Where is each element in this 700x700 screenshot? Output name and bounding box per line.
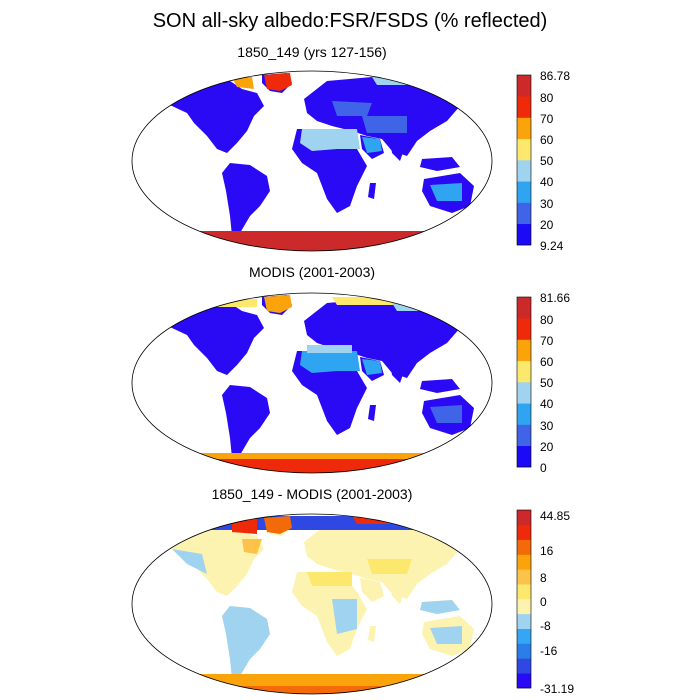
map-panel-3 [131,513,493,695]
colorbar-2-tick-label: 30 [540,419,554,433]
colorbar-swatch [517,223,531,246]
colorbar-2-tick-label: 80 [540,313,554,327]
colorbar-1 [516,74,532,246]
colorbar-swatch [517,297,531,319]
colorbar-swatch [517,539,531,555]
colorbar-2-max-label: 81.66 [540,291,571,305]
colorbar-1-tick-label: 60 [540,133,554,147]
colorbar-3 [516,509,532,689]
colorbar-swatch [517,569,531,585]
colorbar-swatch [517,339,531,362]
colorbar-swatch [517,202,531,225]
colorbar-swatch [517,643,531,659]
colorbar-1-tick-label: 30 [540,197,554,211]
panel-2-title: MODIS (2001-2003) [248,264,376,280]
colorbar-swatch [517,613,531,629]
colorbar-1-tick-label: 40 [540,175,554,189]
colorbar-3-tick-label: 8 [540,571,547,585]
colorbar-1-tick-label: 70 [540,112,554,126]
map-panel-1 [131,70,493,252]
colorbar-swatch [517,160,531,182]
panel-1-title: 1850_149 (yrs 127-156) [237,44,387,60]
colorbar-swatch [517,599,531,615]
colorbar-3-tick-label: 0 [540,595,547,609]
colorbar-swatch [517,628,531,644]
colorbar-2-tick-label: 50 [540,376,554,390]
colorbar-1-min-label: 9.24 [540,239,564,253]
colorbar-swatch [517,75,531,97]
colorbar-2-tick-label: 60 [540,355,554,369]
colorbar-swatch [517,424,531,447]
colorbar-1-tick-label: 20 [540,218,554,232]
figure-title: SON all-sky albedo:FSR/FSDS (% reflected… [152,10,548,32]
colorbar-2 [516,296,532,468]
colorbar-swatch [517,318,531,340]
colorbar-swatch [517,403,531,425]
colorbar-2-tick-label: 20 [540,440,554,454]
colorbar-swatch [517,524,531,540]
colorbar-swatch [517,658,531,674]
colorbar-swatch [517,673,531,689]
colorbar-3-max-label: 44.85 [540,509,571,523]
panel-3-title: 1850_149 - MODIS (2001-2003) [211,486,413,502]
colorbar-swatch [517,554,531,570]
colorbar-3-tick-label: -8 [540,619,551,633]
colorbar-swatch [517,138,531,161]
colorbar-1-tick-label: 80 [540,91,554,105]
colorbar-1-max-label: 86.78 [540,69,571,83]
colorbar-swatch [517,584,531,600]
colorbar-3-min-label: -31.19 [540,682,575,696]
colorbar-swatch [517,510,531,526]
colorbar-swatch [517,96,531,118]
colorbar-1-tick-label: 50 [540,154,554,168]
colorbar-2-min-label: 0 [540,461,547,475]
colorbar-3-tick-label: -16 [540,644,558,658]
colorbar-3-tick-label: 16 [540,544,554,558]
colorbar-2-tick-label: 40 [540,397,554,411]
colorbar-2-tick-label: 70 [540,334,554,348]
colorbar-swatch [517,360,531,383]
colorbar-swatch [517,382,531,404]
map-panel-2 [131,292,493,474]
colorbar-swatch [517,181,531,203]
colorbar-swatch [517,445,531,468]
colorbar-swatch [517,117,531,140]
